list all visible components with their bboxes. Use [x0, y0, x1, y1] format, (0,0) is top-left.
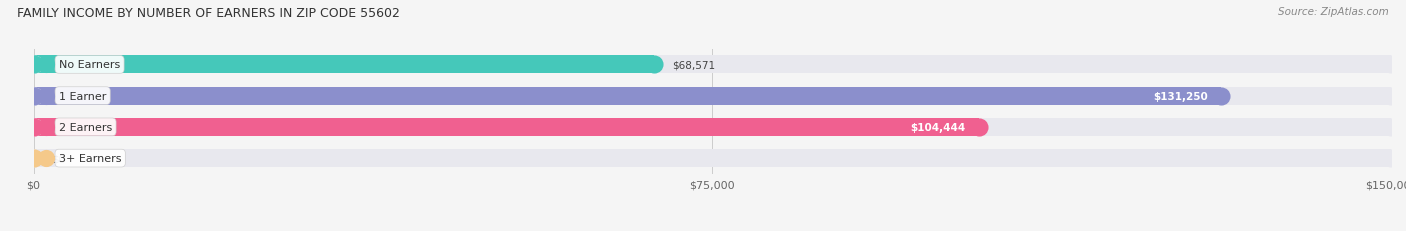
Bar: [34, 56, 654, 74]
Point: [1379, 63, 1402, 67]
Point: [1379, 157, 1402, 160]
Point: [35, 94, 58, 98]
Point: [22, 94, 45, 98]
Text: Source: ZipAtlas.com: Source: ZipAtlas.com: [1278, 7, 1389, 17]
Text: FAMILY INCOME BY NUMBER OF EARNERS IN ZIP CODE 55602: FAMILY INCOME BY NUMBER OF EARNERS IN ZI…: [17, 7, 399, 20]
Point: [22, 157, 45, 160]
Text: 3+ Earners: 3+ Earners: [59, 153, 121, 163]
Text: $68,571: $68,571: [672, 60, 716, 70]
Point: [35, 157, 58, 160]
Bar: [34, 149, 1391, 167]
Bar: [34, 56, 1391, 74]
Point: [35, 125, 58, 129]
Point: [643, 63, 665, 67]
Point: [967, 125, 990, 129]
Point: [22, 63, 45, 67]
Text: $131,250: $131,250: [1153, 91, 1208, 101]
Point: [22, 157, 45, 160]
Bar: [34, 87, 1222, 105]
Text: $0: $0: [52, 153, 65, 163]
Text: 2 Earners: 2 Earners: [59, 122, 112, 132]
Bar: [34, 87, 1391, 105]
Point: [22, 94, 45, 98]
Bar: [34, 118, 979, 136]
Text: No Earners: No Earners: [59, 60, 120, 70]
Point: [1211, 94, 1233, 98]
Point: [22, 125, 45, 129]
Bar: [34, 118, 1391, 136]
Text: $104,444: $104,444: [910, 122, 965, 132]
Point: [22, 125, 45, 129]
Point: [1379, 125, 1402, 129]
Text: 1 Earner: 1 Earner: [59, 91, 107, 101]
Point: [1379, 94, 1402, 98]
Point: [22, 63, 45, 67]
Point: [35, 63, 58, 67]
